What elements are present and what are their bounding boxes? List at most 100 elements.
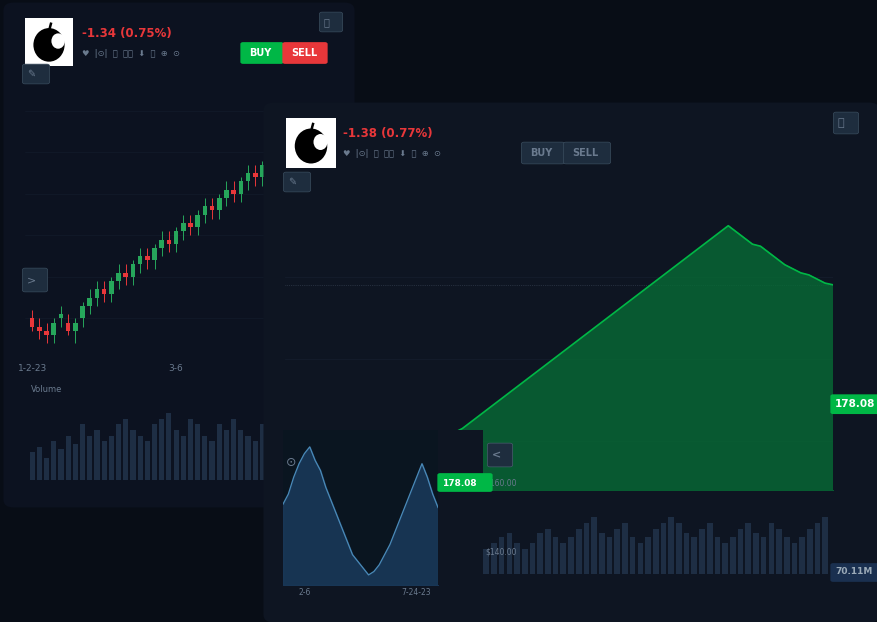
Bar [159, 419, 164, 480]
Text: ⧉: ⧉ [837, 118, 844, 128]
Bar [768, 522, 774, 574]
Bar [138, 435, 143, 480]
Bar [239, 430, 244, 480]
Bar [167, 414, 172, 480]
Ellipse shape [33, 28, 65, 62]
Bar [117, 273, 121, 281]
Bar [553, 537, 559, 574]
Bar [160, 239, 164, 248]
Bar [583, 522, 589, 574]
Bar [246, 435, 251, 480]
Bar [253, 173, 258, 177]
Bar [715, 537, 720, 574]
Bar [44, 331, 49, 335]
Text: ♥  |⊙|  ⎍  ⎍⎍  ⬇  🔔  ⊕  ⊙: ♥ |⊙| ⎍ ⎍⎍ ⬇ 🔔 ⊕ ⊙ [82, 50, 180, 58]
Bar [296, 140, 301, 144]
Bar [152, 424, 157, 480]
Bar [599, 533, 604, 574]
Bar [792, 543, 797, 574]
Bar [153, 248, 157, 261]
Bar [116, 424, 121, 480]
Bar [210, 207, 214, 210]
Bar [267, 157, 272, 165]
Text: -1.34 (0.75%): -1.34 (0.75%) [82, 27, 172, 40]
Bar [124, 273, 128, 277]
Bar [95, 430, 100, 480]
Bar [80, 424, 85, 480]
Text: ⊙: ⊙ [286, 455, 296, 468]
Bar [275, 157, 279, 160]
Bar [174, 231, 178, 244]
Bar [73, 323, 78, 331]
Bar [109, 281, 114, 294]
Text: 178.08: 178.08 [835, 399, 875, 409]
Bar [807, 529, 813, 574]
Bar [59, 314, 63, 318]
Bar [225, 190, 229, 198]
Bar [181, 223, 186, 231]
Bar [645, 537, 651, 574]
Bar [799, 537, 805, 574]
Bar [652, 529, 659, 574]
Bar [37, 327, 42, 331]
Bar [296, 435, 301, 480]
Bar [460, 557, 466, 574]
Bar [181, 435, 186, 480]
Bar [145, 256, 150, 261]
Bar [138, 256, 142, 264]
Bar [52, 323, 56, 335]
Text: ⧉: ⧉ [324, 17, 330, 27]
Bar [253, 441, 258, 480]
Bar [707, 522, 712, 574]
Text: BUY: BUY [530, 148, 553, 158]
Bar [231, 419, 236, 480]
Bar [188, 419, 193, 480]
Text: ✎: ✎ [27, 69, 35, 79]
Bar [210, 441, 215, 480]
Bar [37, 447, 42, 480]
Text: <: < [492, 450, 502, 460]
Bar [538, 533, 543, 574]
Bar [30, 318, 34, 327]
Bar [468, 543, 474, 574]
Bar [203, 207, 207, 215]
Bar [282, 148, 286, 160]
Bar [784, 537, 789, 574]
Bar [660, 522, 667, 574]
Bar [745, 522, 751, 574]
Bar [823, 517, 828, 574]
Bar [102, 441, 107, 480]
Bar [289, 430, 294, 480]
Bar [499, 537, 504, 574]
Bar [691, 537, 697, 574]
Bar [522, 549, 528, 574]
Bar [174, 430, 179, 480]
Bar [530, 543, 535, 574]
Bar [66, 435, 71, 480]
Bar [507, 533, 512, 574]
Bar [576, 529, 581, 574]
Bar [95, 289, 99, 298]
Bar [167, 239, 171, 244]
Bar [560, 543, 567, 574]
Bar [303, 441, 308, 480]
Ellipse shape [52, 34, 65, 49]
Bar [30, 452, 35, 480]
Bar [545, 529, 551, 574]
Bar [81, 306, 85, 318]
Ellipse shape [313, 134, 327, 150]
Bar [730, 537, 736, 574]
Bar [217, 424, 222, 480]
Bar [483, 549, 489, 574]
Bar [568, 537, 574, 574]
Bar [59, 449, 63, 480]
Bar [189, 223, 193, 227]
Bar [267, 419, 272, 480]
Bar [676, 522, 681, 574]
Bar [260, 424, 265, 480]
Bar [514, 543, 520, 574]
Text: -1.38 (0.77%): -1.38 (0.77%) [343, 126, 432, 139]
Bar [203, 435, 208, 480]
Bar [232, 190, 236, 194]
Bar [738, 529, 744, 574]
